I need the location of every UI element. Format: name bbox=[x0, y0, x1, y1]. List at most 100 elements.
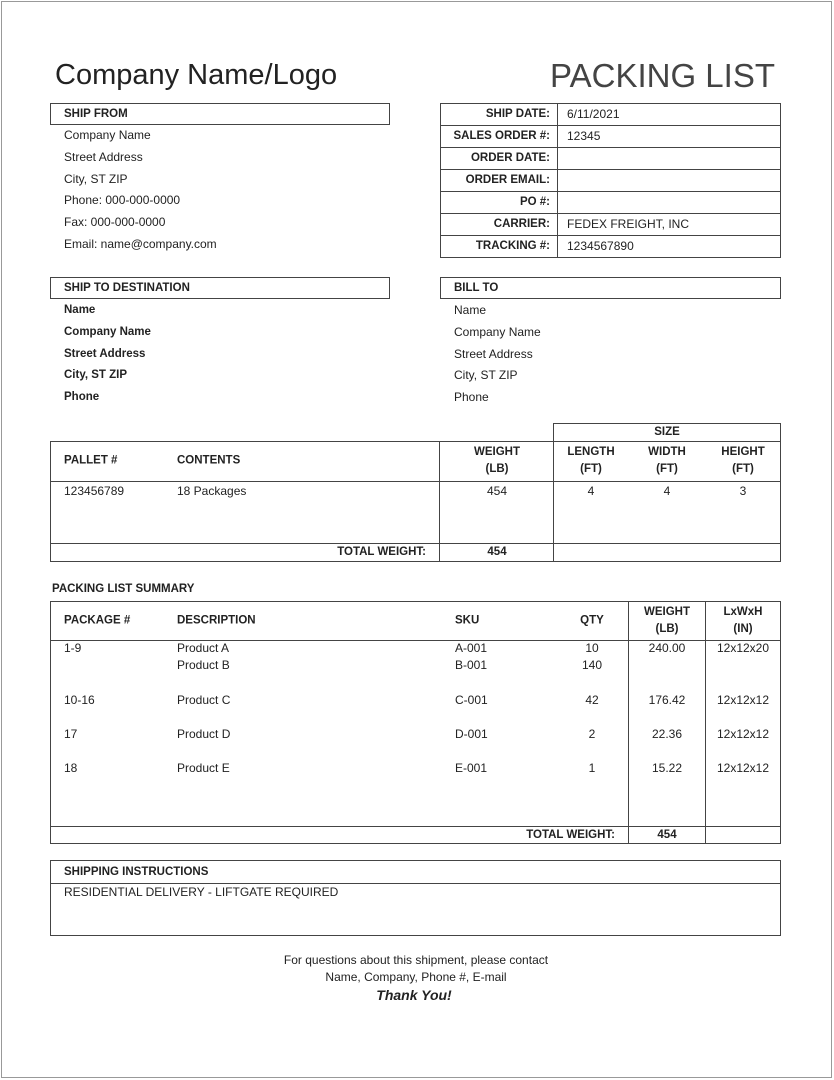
order-info-label: ORDER EMAIL: bbox=[465, 174, 550, 186]
ship-from-header bbox=[50, 103, 390, 125]
order-info-table bbox=[440, 103, 781, 258]
summary-cell-weight: 22.36 bbox=[651, 727, 683, 741]
summary-cell-sku: C-001 bbox=[455, 693, 488, 707]
summary-cell-qty: 140 bbox=[581, 658, 603, 672]
summary-cell-package: 17 bbox=[64, 727, 78, 741]
summary-cell-package: 1-9 bbox=[64, 641, 82, 655]
footer-contact-line: For questions about this shipment, pleas… bbox=[283, 953, 549, 967]
ship-to-line: Company Name bbox=[64, 325, 151, 338]
summary-cell-qty: 42 bbox=[585, 693, 599, 707]
size-heading: SIZE bbox=[654, 426, 680, 438]
pallet-total-value: 454 bbox=[487, 546, 507, 558]
ship-from-line: Email: name@company.com bbox=[64, 237, 217, 251]
divider bbox=[557, 103, 558, 258]
summary-cell-dims: 12x12x12 bbox=[716, 761, 770, 775]
summary-cell-qty: 10 bbox=[585, 641, 599, 655]
order-info-value: FEDEX FREIGHT, INC bbox=[567, 217, 690, 231]
summary-header-dims: LxWxH (IN) bbox=[723, 606, 763, 635]
divider bbox=[628, 601, 629, 844]
pallet-header-length: LENGTH (FT) bbox=[567, 446, 615, 475]
pallet-header-pallet: PALLET # bbox=[64, 454, 118, 467]
summary-total-label: TOTAL WEIGHT: bbox=[526, 829, 615, 841]
divider bbox=[553, 441, 554, 562]
ship-from-line: Company Name bbox=[64, 128, 151, 142]
bill-to-line: City, ST ZIP bbox=[454, 368, 518, 383]
summary-heading: PACKING LIST SUMMARY bbox=[52, 583, 195, 595]
instructions-heading: SHIPPING INSTRUCTIONS bbox=[64, 866, 209, 878]
pallet-cell-contents: 18 Packages bbox=[177, 484, 247, 498]
order-info-label: SHIP DATE: bbox=[485, 108, 550, 120]
summary-cell-qty: 2 bbox=[588, 727, 596, 741]
ship-to-line: Name bbox=[64, 304, 96, 316]
summary-cell-weight: 240.00 bbox=[648, 641, 686, 655]
page-title: PACKING LIST bbox=[550, 57, 775, 94]
summary-cell-dims: 12x12x12 bbox=[716, 727, 770, 741]
ship-to-line: City, ST ZIP bbox=[64, 369, 128, 382]
ship-from-line: City, ST ZIP bbox=[64, 171, 128, 186]
ship-to-line: Phone bbox=[64, 391, 100, 404]
order-info-label: TRACKING #: bbox=[475, 240, 550, 252]
bill-to-line: Name bbox=[454, 303, 487, 317]
summary-cell-sku: A-001 bbox=[455, 641, 488, 655]
ship-from-line: Phone: 000-000-0000 bbox=[64, 193, 181, 208]
bill-to-line: Phone bbox=[454, 390, 489, 405]
divider bbox=[440, 147, 781, 148]
summary-cell-sku: D-001 bbox=[455, 727, 488, 741]
bill-to-line: Street Address bbox=[454, 346, 533, 361]
divider bbox=[440, 235, 781, 236]
ship-from-heading: SHIP FROM bbox=[64, 108, 128, 120]
summary-cell-description: Product B bbox=[177, 658, 230, 672]
ship-to-line: Street Address bbox=[64, 347, 146, 360]
summary-cell-weight: 176.42 bbox=[648, 693, 686, 707]
pallet-header-height: HEIGHT (FT) bbox=[721, 446, 765, 475]
summary-cell-description: Product E bbox=[177, 761, 230, 775]
bill-to-header bbox=[440, 277, 781, 299]
summary-table bbox=[50, 601, 781, 844]
footer-contact-details: Name, Company, Phone #, E-mail bbox=[325, 970, 507, 984]
order-info-value: 6/11/2021 bbox=[567, 107, 620, 121]
divider bbox=[440, 169, 781, 170]
bill-to-heading: BILL TO bbox=[454, 282, 499, 294]
summary-header-qty: QTY bbox=[580, 614, 604, 627]
pallet-header-contents: CONTENTS bbox=[177, 454, 241, 467]
divider bbox=[50, 481, 781, 482]
company-logo: Company Name/Logo bbox=[55, 59, 338, 91]
order-info-label: SALES ORDER #: bbox=[453, 130, 551, 142]
summary-cell-weight: 15.22 bbox=[651, 761, 683, 775]
pallet-cell-width: 4 bbox=[663, 484, 671, 498]
order-info-value: 1234567890 bbox=[567, 239, 634, 253]
summary-cell-package: 10-16 bbox=[64, 693, 95, 707]
summary-cell-dims: 12x12x20 bbox=[716, 641, 770, 655]
pallet-table bbox=[50, 441, 781, 562]
pallet-cell-length: 4 bbox=[587, 484, 595, 498]
pallet-header-weight: WEIGHT (LB) bbox=[474, 446, 520, 475]
divider bbox=[440, 213, 781, 214]
divider bbox=[50, 640, 781, 641]
summary-cell-sku: E-001 bbox=[455, 761, 488, 775]
divider bbox=[439, 441, 440, 562]
summary-cell-sku: B-001 bbox=[455, 658, 488, 672]
order-info-value: 12345 bbox=[567, 129, 601, 143]
pallet-total-label: TOTAL WEIGHT: bbox=[337, 546, 426, 558]
summary-cell-description: Product A bbox=[177, 641, 230, 655]
bill-to-line: Company Name bbox=[454, 324, 541, 339]
pallet-cell-height: 3 bbox=[739, 484, 747, 498]
summary-header-package: PACKAGE # bbox=[64, 614, 131, 627]
ship-to-heading: SHIP TO DESTINATION bbox=[64, 282, 190, 294]
divider bbox=[50, 883, 781, 884]
divider bbox=[50, 543, 781, 544]
divider bbox=[50, 826, 781, 827]
summary-cell-description: Product D bbox=[177, 727, 231, 741]
summary-header-weight: WEIGHT (LB) bbox=[644, 606, 690, 635]
pallet-cell-pallet: 123456789 bbox=[64, 484, 125, 498]
ship-to-header bbox=[50, 277, 390, 299]
summary-cell-qty: 1 bbox=[588, 761, 596, 775]
ship-from-line: Fax: 000-000-0000 bbox=[64, 215, 166, 230]
summary-total-value: 454 bbox=[657, 829, 677, 841]
instructions-box bbox=[50, 860, 781, 936]
order-info-label: ORDER DATE: bbox=[470, 152, 550, 164]
summary-cell-dims: 12x12x12 bbox=[716, 693, 770, 707]
divider bbox=[440, 125, 781, 126]
summary-header-description: DESCRIPTION bbox=[177, 614, 256, 627]
